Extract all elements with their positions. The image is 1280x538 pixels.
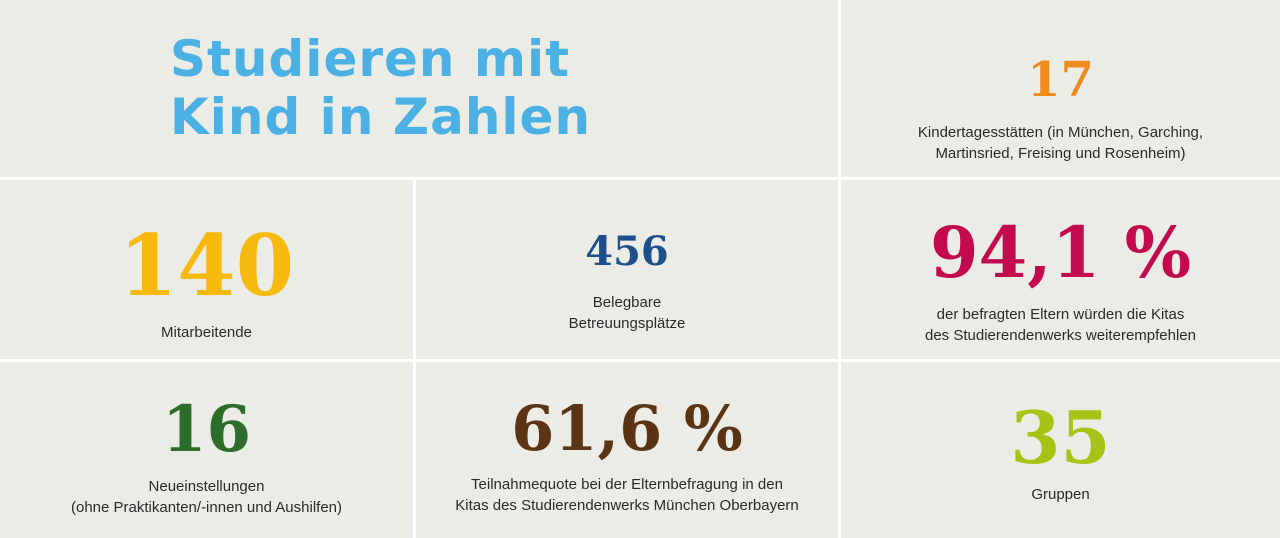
stat-places-label: Belegbare Betreuungsplätze xyxy=(568,294,686,332)
stat-participation-label: Teilnahmequote bei der Elternbefragung i… xyxy=(455,476,799,514)
stat-participation-value: 61,6 % xyxy=(511,392,743,465)
stat-hires-cell: 16 Neueinstellungen (ohne Praktikanten/-… xyxy=(0,362,413,538)
page-title: Studieren mit Kind in Zahlen xyxy=(170,30,592,146)
stat-kitas-value: 17 xyxy=(1027,52,1094,108)
stat-staff-value: 140 xyxy=(118,216,295,315)
stat-staff-cell: 140 Mitarbeitende xyxy=(0,180,413,359)
stat-hires-value: 16 xyxy=(161,392,252,467)
stat-kitas-label: Kindertagesstätten (in München, Garching… xyxy=(917,124,1204,162)
stat-places-value: 456 xyxy=(585,228,669,275)
stat-groups-value: 35 xyxy=(1010,395,1111,480)
stat-groups-label: Gruppen xyxy=(1031,486,1090,503)
stat-recommend-cell: 94,1 % der befragten Eltern würden die K… xyxy=(841,180,1280,359)
stat-kitas-cell: 17 Kindertagesstätten (in München, Garch… xyxy=(841,0,1280,177)
stat-participation-cell: 61,6 % Teilnahmequote bei der Elternbefr… xyxy=(416,362,838,538)
stat-groups-cell: 35 Gruppen xyxy=(841,362,1280,538)
stat-staff-label: Mitarbeitende xyxy=(161,324,252,341)
title-cell: Studieren mit Kind in Zahlen xyxy=(0,0,838,177)
stat-places-cell: 456 Belegbare Betreuungsplätze xyxy=(416,180,838,359)
stat-hires-label: Neueinstellungen (ohne Praktikanten/-inn… xyxy=(70,478,342,516)
stat-recommend-value: 94,1 % xyxy=(929,211,1192,294)
stat-recommend-label: der befragten Eltern würden die Kitas de… xyxy=(925,306,1196,344)
